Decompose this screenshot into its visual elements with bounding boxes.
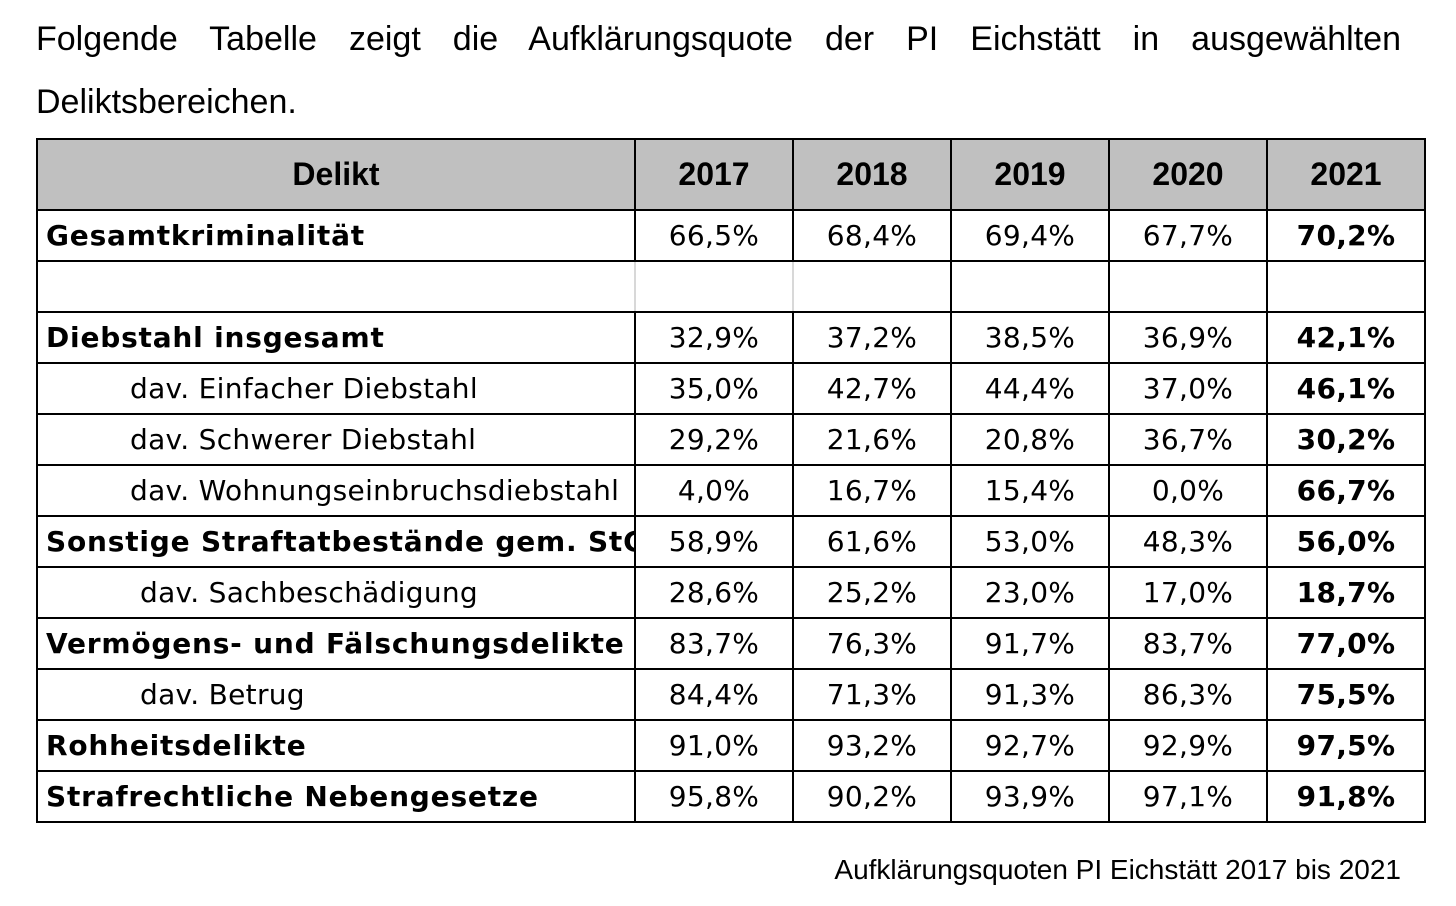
table-row: dav. Wohnungseinbruchsdiebstahl 4,0% 16,…	[36, 464, 1426, 517]
header-year-2020: 2020	[1108, 138, 1268, 211]
cell-2019: 92,7%	[950, 719, 1110, 772]
cell-2021: 97,5%	[1266, 719, 1426, 772]
cell-2018: 93,2%	[792, 719, 952, 772]
cell-2021: 18,7%	[1266, 566, 1426, 619]
cell-2020: 86,3%	[1108, 668, 1268, 721]
table-caption: Aufklärungsquoten PI Eichstätt 2017 bis …	[834, 854, 1401, 885]
cell-2021: 66,7%	[1266, 464, 1426, 517]
empty-cell	[1108, 260, 1268, 313]
cell-2019: 69,4%	[950, 209, 1110, 262]
row-label: Rohheitsdelikte	[36, 719, 636, 772]
table-row: dav. Betrug 84,4% 71,3% 91,3% 86,3% 75,5…	[36, 668, 1426, 721]
cell-2019: 91,3%	[950, 668, 1110, 721]
table-row: dav. Einfacher Diebstahl 35,0% 42,7% 44,…	[36, 362, 1426, 415]
cell-2017: 35,0%	[634, 362, 794, 415]
cell-2017: 66,5%	[634, 209, 794, 262]
empty-cell	[36, 260, 636, 313]
cell-2017: 91,0%	[634, 719, 794, 772]
cell-2017: 28,6%	[634, 566, 794, 619]
cell-2018: 61,6%	[792, 515, 952, 568]
cell-2020: 97,1%	[1108, 770, 1268, 823]
cell-2021: 77,0%	[1266, 617, 1426, 670]
table-row: Gesamtkriminalität 66,5% 68,4% 69,4% 67,…	[36, 209, 1426, 262]
cell-2017: 4,0%	[634, 464, 794, 517]
cell-2017: 84,4%	[634, 668, 794, 721]
cell-2018: 16,7%	[792, 464, 952, 517]
empty-cell	[634, 260, 794, 313]
cell-2018: 68,4%	[792, 209, 952, 262]
row-label: Vermögens- und Fälschungsdelikte	[36, 617, 636, 670]
cell-2020: 48,3%	[1108, 515, 1268, 568]
table-row: Strafrechtliche Nebengesetze 95,8% 90,2%…	[36, 770, 1426, 823]
cell-2019: 20,8%	[950, 413, 1110, 466]
cell-2017: 32,9%	[634, 311, 794, 364]
cell-2018: 42,7%	[792, 362, 952, 415]
cell-2020: 0,0%	[1108, 464, 1268, 517]
cell-2020: 17,0%	[1108, 566, 1268, 619]
cell-2018: 71,3%	[792, 668, 952, 721]
cell-2017: 95,8%	[634, 770, 794, 823]
empty-cell	[1266, 260, 1426, 313]
table-row: Vermögens- und Fälschungsdelikte 83,7% 7…	[36, 617, 1426, 670]
table-header-row: Delikt 2017 2018 2019 2020 2021	[36, 138, 1426, 211]
cell-2018: 76,3%	[792, 617, 952, 670]
table-row: dav. Schwerer Diebstahl 29,2% 21,6% 20,8…	[36, 413, 1426, 466]
table-row: Sonstige Straftatbestände gem. StGB 58,9…	[36, 515, 1426, 568]
cell-2018: 90,2%	[792, 770, 952, 823]
row-label: Diebstahl insgesamt	[36, 311, 636, 364]
cell-2020: 36,7%	[1108, 413, 1268, 466]
cell-2019: 93,9%	[950, 770, 1110, 823]
cell-2021: 30,2%	[1266, 413, 1426, 466]
table-row: dav. Sachbeschädigung 28,6% 25,2% 23,0% …	[36, 566, 1426, 619]
intro-paragraph: Folgende Tabelle zeigt die Aufklärungsqu…	[36, 20, 1401, 121]
header-year-2019: 2019	[950, 138, 1110, 211]
cell-2020: 36,9%	[1108, 311, 1268, 364]
header-year-2021: 2021	[1266, 138, 1426, 211]
cell-2020: 37,0%	[1108, 362, 1268, 415]
row-label: dav. Betrug	[36, 668, 636, 721]
table-spacer-row	[36, 260, 1426, 313]
row-label: Strafrechtliche Nebengesetze	[36, 770, 636, 823]
header-delikt: Delikt	[36, 138, 636, 211]
table-row: Rohheitsdelikte 91,0% 93,2% 92,7% 92,9% …	[36, 719, 1426, 772]
cell-2021: 70,2%	[1266, 209, 1426, 262]
empty-cell	[792, 260, 952, 313]
cell-2018: 25,2%	[792, 566, 952, 619]
row-label: dav. Wohnungseinbruchsdiebstahl	[36, 464, 636, 517]
empty-cell	[950, 260, 1110, 313]
cell-2019: 23,0%	[950, 566, 1110, 619]
clearance-rate-table: Delikt 2017 2018 2019 2020 2021 Gesamtkr…	[36, 138, 1426, 823]
cell-2019: 15,4%	[950, 464, 1110, 517]
table-row: Diebstahl insgesamt 32,9% 37,2% 38,5% 36…	[36, 311, 1426, 364]
row-label: dav. Sachbeschädigung	[36, 566, 636, 619]
cell-2017: 58,9%	[634, 515, 794, 568]
header-year-2017: 2017	[634, 138, 794, 211]
cell-2020: 67,7%	[1108, 209, 1268, 262]
cell-2018: 37,2%	[792, 311, 952, 364]
cell-2021: 75,5%	[1266, 668, 1426, 721]
cell-2018: 21,6%	[792, 413, 952, 466]
cell-2017: 83,7%	[634, 617, 794, 670]
cell-2020: 83,7%	[1108, 617, 1268, 670]
cell-2020: 92,9%	[1108, 719, 1268, 772]
cell-2021: 91,8%	[1266, 770, 1426, 823]
row-label: Gesamtkriminalität	[36, 209, 636, 262]
cell-2019: 91,7%	[950, 617, 1110, 670]
cell-2021: 46,1%	[1266, 362, 1426, 415]
cell-2019: 53,0%	[950, 515, 1110, 568]
row-label: dav. Einfacher Diebstahl	[36, 362, 636, 415]
row-label: dav. Schwerer Diebstahl	[36, 413, 636, 466]
row-label: Sonstige Straftatbestände gem. StGB	[36, 515, 636, 568]
cell-2019: 38,5%	[950, 311, 1110, 364]
cell-2021: 42,1%	[1266, 311, 1426, 364]
cell-2019: 44,4%	[950, 362, 1110, 415]
cell-2021: 56,0%	[1266, 515, 1426, 568]
cell-2017: 29,2%	[634, 413, 794, 466]
header-year-2018: 2018	[792, 138, 952, 211]
